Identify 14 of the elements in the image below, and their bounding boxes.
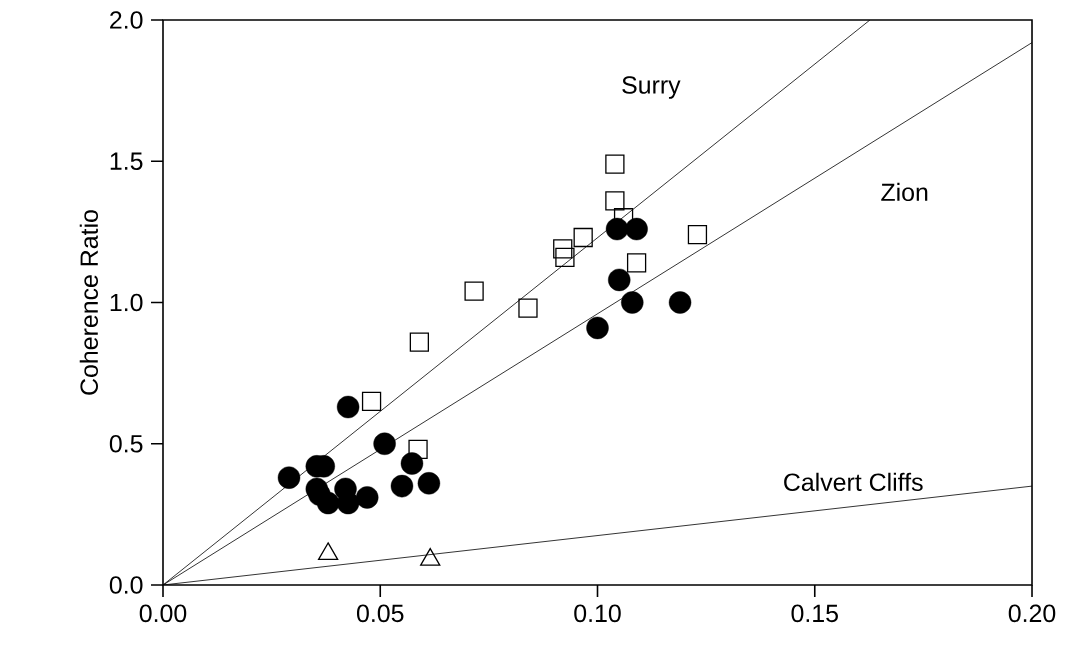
y-tick-label: 2.0 — [110, 11, 143, 29]
y-axis-title: Coherence Ratio — [79, 210, 99, 395]
x-tick-label: 0.15 — [791, 604, 838, 623]
x-tick-label: 0.00 — [139, 604, 187, 623]
y-tick-label: 0.5 — [109, 434, 143, 453]
series-label: Zion — [881, 182, 928, 202]
x-tick-label: 0.05 — [356, 604, 404, 623]
text: Surry — [622, 76, 681, 99]
x-tick-label: 0.20 — [1008, 604, 1056, 623]
y-tick-label: 1.5 — [110, 152, 143, 170]
x-tick-label: 0.10 — [574, 604, 621, 623]
series-label: Calvert Cliffs — [784, 472, 923, 492]
y-tick-label: 0.0 — [109, 576, 143, 594]
y-tick-label: 1.0 — [110, 293, 143, 312]
